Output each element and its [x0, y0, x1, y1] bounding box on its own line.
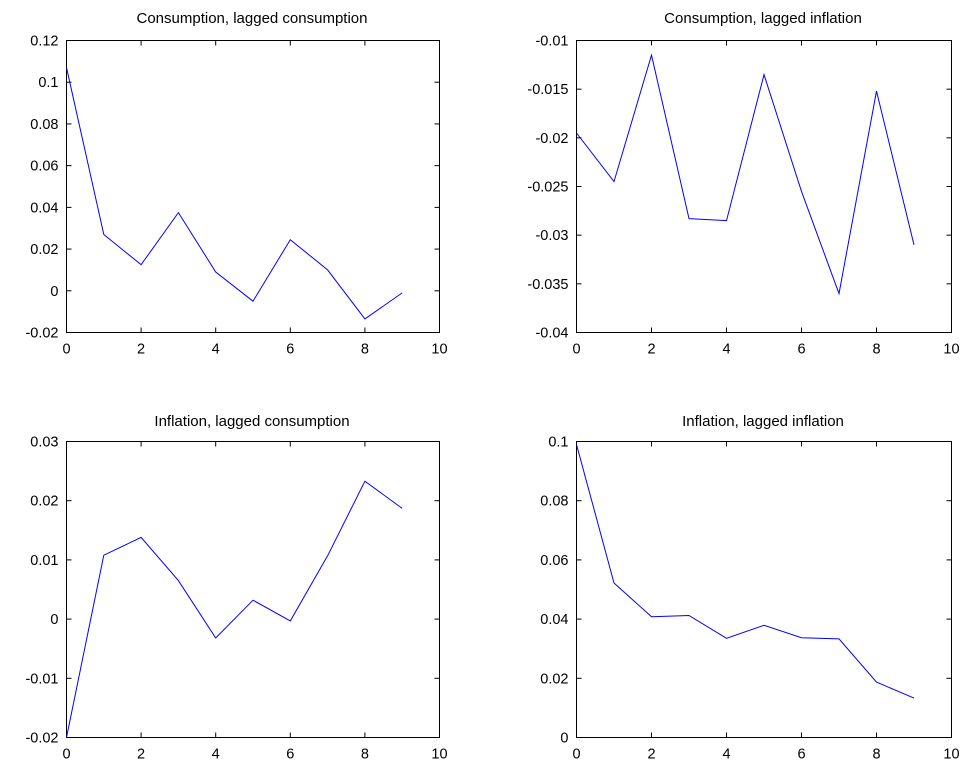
- x-tick-label: 10: [943, 342, 959, 358]
- y-tick-label: -0.025: [527, 180, 568, 196]
- series-group: [576, 53, 915, 296]
- x-tick-label: 8: [361, 342, 369, 358]
- x-tick-label: 0: [572, 342, 580, 358]
- x-tick-label: 6: [797, 747, 805, 763]
- x-tick-label: 6: [286, 342, 294, 358]
- x-axis-tick-labels: 0 2 4 6 8 10: [62, 747, 447, 763]
- x-tick-label: 10: [431, 342, 447, 358]
- y-axis-tick-labels: -0.04 -0.035 -0.03 -0.025 -0.02 -0.015 -0.01: [527, 34, 568, 342]
- y-tick-label: 0.02: [30, 242, 58, 258]
- y-tick-label: 0.04: [30, 200, 58, 216]
- y-tick-label: -0.01: [535, 34, 568, 50]
- axis-ticks: [576, 441, 952, 738]
- y-tick-label: -0.015: [527, 82, 568, 98]
- chart-title: Consumption, lagged inflation: [664, 10, 862, 27]
- x-tick-label: 0: [62, 342, 70, 358]
- chart-panel-inflation-lagged-consumption: Inflation, lagged consumption 0 2 4 6 8 10 -0…: [25, 413, 447, 763]
- x-tick-label: 8: [872, 747, 880, 763]
- x-tick-label: 2: [647, 342, 655, 358]
- chart-title: Inflation, lagged consumption: [154, 413, 349, 430]
- x-tick-label: 2: [137, 747, 145, 763]
- x-tick-label: 8: [361, 747, 369, 763]
- y-tick-label: 0.12: [30, 34, 58, 50]
- y-tick-label: 0.02: [30, 494, 58, 510]
- x-tick-label: 6: [797, 342, 805, 358]
- y-tick-label: 0.08: [540, 494, 568, 510]
- chart-panel-consumption-lagged-consumption: Consumption, lagged consumption 0 2 4 6 8 10 …: [25, 10, 447, 358]
- y-tick-label: 0.02: [540, 671, 568, 687]
- plot-frame: [576, 40, 952, 333]
- y-axis-tick-labels: 0 0.02 0.04 0.06 0.08 0.1: [540, 435, 568, 747]
- y-tick-label: -0.035: [527, 277, 568, 293]
- series-line: [66, 480, 403, 738]
- x-tick-label: 4: [212, 342, 220, 358]
- x-tick-label: 4: [212, 747, 220, 763]
- x-tick-label: 4: [722, 747, 730, 763]
- y-tick-label: -0.04: [535, 326, 568, 342]
- chart-title: Inflation, lagged inflation: [682, 413, 844, 430]
- y-axis-tick-labels: -0.02 0 0.02 0.04 0.06 0.08 0.1 0.12: [25, 34, 58, 342]
- x-tick-label: 0: [62, 747, 70, 763]
- y-tick-label: 0.06: [540, 553, 568, 569]
- y-tick-label: -0.02: [25, 731, 58, 747]
- series-group: [66, 67, 403, 320]
- x-tick-label: 10: [431, 747, 447, 763]
- chart-panel-consumption-lagged-inflation: Consumption, lagged inflation 0 2 4 6 8 10 -0…: [527, 10, 959, 358]
- x-tick-label: 0: [572, 747, 580, 763]
- axis-ticks: [576, 40, 952, 333]
- y-tick-label: 0: [560, 731, 568, 747]
- y-tick-label: -0.02: [535, 131, 568, 147]
- y-tick-label: 0: [50, 612, 58, 628]
- x-axis-tick-labels: 0 2 4 6 8 10: [62, 342, 447, 358]
- x-tick-label: 8: [872, 342, 880, 358]
- series-line: [576, 444, 915, 699]
- x-tick-label: 6: [286, 747, 294, 763]
- y-axis-tick-labels: -0.02 -0.01 0 0.01 0.02 0.03: [25, 435, 58, 747]
- x-axis-tick-labels: 0 2 4 6 8 10: [572, 747, 959, 763]
- chart-panel-inflation-lagged-inflation: Inflation, lagged inflation 0 2 4 6 8 10 0 0.0…: [540, 413, 959, 763]
- axis-ticks: [66, 40, 440, 333]
- x-tick-label: 4: [722, 342, 730, 358]
- series-line: [66, 67, 403, 320]
- x-tick-label: 2: [137, 342, 145, 358]
- y-tick-label: -0.03: [535, 228, 568, 244]
- x-axis-tick-labels: 0 2 4 6 8 10: [572, 342, 959, 358]
- plot-frame: [66, 40, 440, 333]
- y-tick-label: 0.1: [548, 435, 568, 451]
- chart-title: Consumption, lagged consumption: [137, 10, 368, 27]
- y-tick-label: 0.03: [30, 435, 58, 451]
- y-tick-label: 0.06: [30, 159, 58, 175]
- y-tick-label: 0.1: [38, 75, 58, 91]
- x-tick-label: 10: [943, 747, 959, 763]
- series-line: [576, 53, 915, 296]
- series-group: [66, 480, 403, 738]
- series-group: [576, 444, 915, 699]
- plot-frame: [576, 441, 952, 738]
- y-tick-label: -0.01: [25, 671, 58, 687]
- y-tick-label: 0.01: [30, 553, 58, 569]
- axis-ticks: [66, 441, 440, 738]
- plot-frame: [66, 441, 440, 738]
- x-tick-label: 2: [647, 747, 655, 763]
- y-tick-label: 0.08: [30, 117, 58, 133]
- y-tick-label: 0: [50, 284, 58, 300]
- y-tick-label: -0.02: [25, 326, 58, 342]
- y-tick-label: 0.04: [540, 612, 568, 628]
